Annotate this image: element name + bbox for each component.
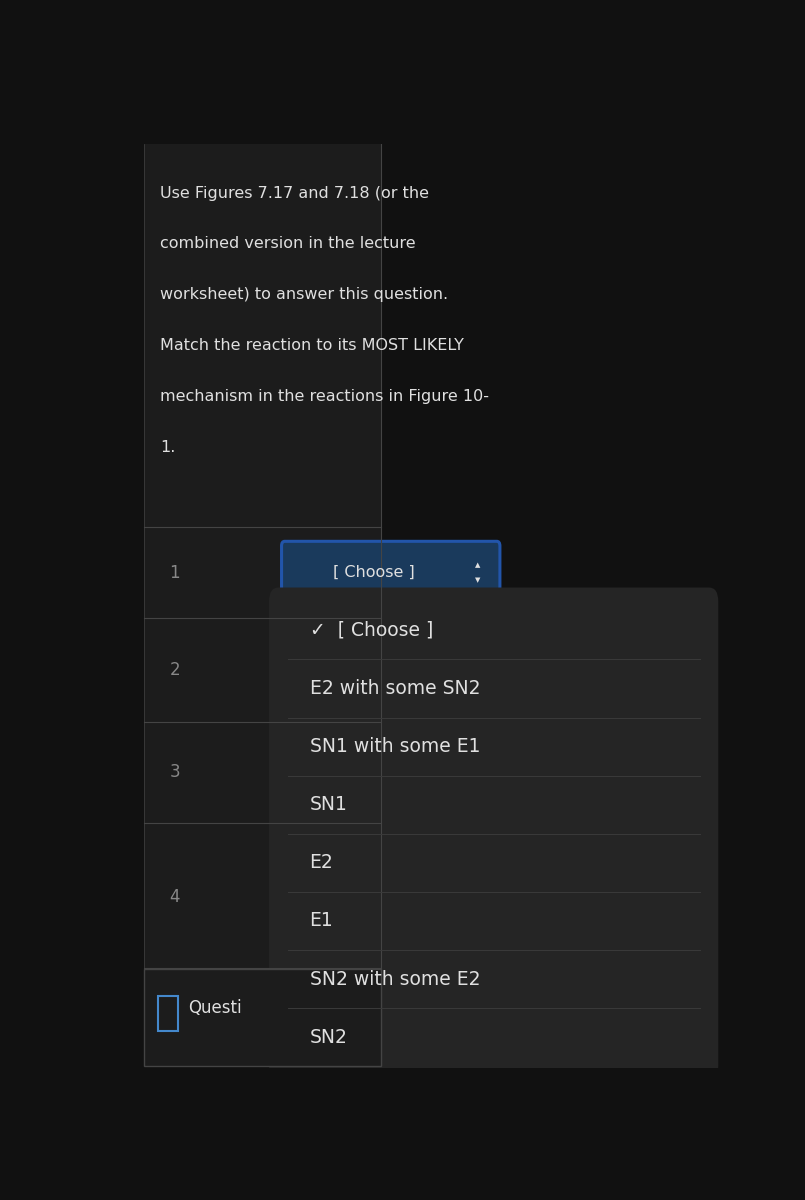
Text: ▲: ▲ (476, 562, 481, 568)
Text: Questi: Questi (188, 998, 242, 1016)
Text: [ Choose ]: [ Choose ] (333, 565, 415, 580)
Text: E1: E1 (310, 912, 333, 930)
Text: Use Figures 7.17 and 7.18 (or the: Use Figures 7.17 and 7.18 (or the (160, 186, 429, 200)
Text: 2: 2 (169, 661, 180, 679)
FancyBboxPatch shape (144, 144, 382, 985)
FancyBboxPatch shape (144, 970, 382, 1066)
Text: SN1 with some E1: SN1 with some E1 (310, 737, 480, 756)
Text: E2: E2 (310, 853, 333, 872)
Text: 1: 1 (169, 564, 180, 582)
Text: 4: 4 (169, 888, 180, 906)
FancyBboxPatch shape (282, 541, 500, 604)
Text: 1.: 1. (160, 439, 175, 455)
Text: SN2 with some E2: SN2 with some E2 (310, 970, 480, 989)
Text: E2 with some SN2: E2 with some SN2 (310, 679, 480, 698)
Text: 3: 3 (169, 763, 180, 781)
Text: worksheet) to answer this question.: worksheet) to answer this question. (160, 287, 448, 302)
FancyBboxPatch shape (269, 588, 718, 1080)
Text: ▼: ▼ (476, 577, 481, 583)
Text: Match the reaction to its MOST LIKELY: Match the reaction to its MOST LIKELY (160, 338, 464, 353)
Text: mechanism in the reactions in Figure 10-: mechanism in the reactions in Figure 10- (160, 389, 489, 404)
Text: combined version in the lecture: combined version in the lecture (160, 236, 415, 252)
Text: SN1: SN1 (310, 796, 348, 815)
Text: ✓  [ Choose ]: ✓ [ Choose ] (310, 620, 433, 640)
Text: SN2: SN2 (310, 1027, 348, 1046)
